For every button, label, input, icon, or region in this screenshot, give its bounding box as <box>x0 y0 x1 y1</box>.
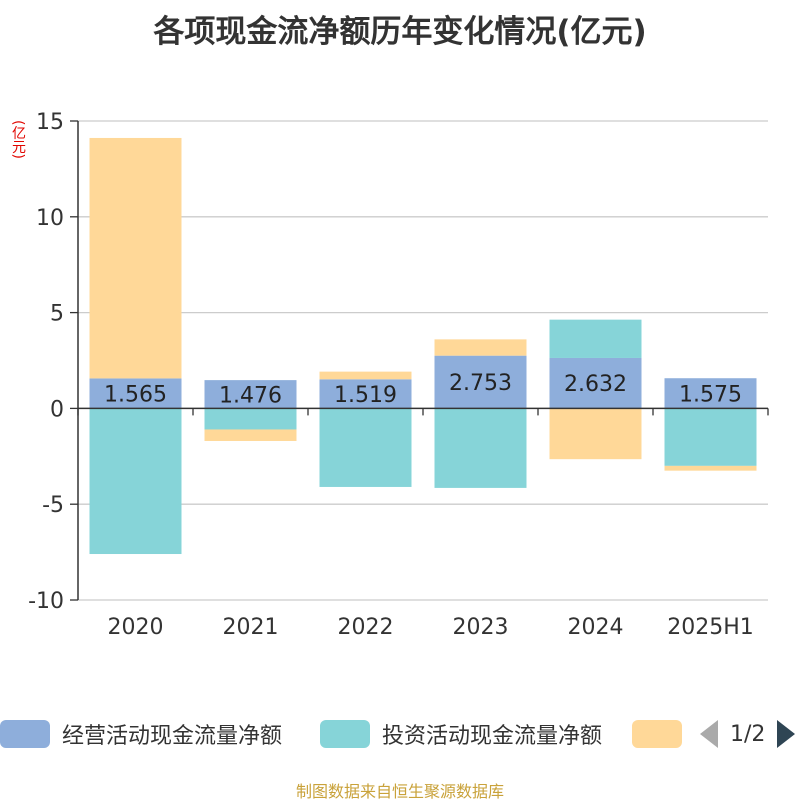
y-tick-label: -10 <box>28 589 64 614</box>
legend-swatch-third <box>632 720 682 748</box>
bar-operating-2021[interactable] <box>204 380 297 409</box>
y-tick-label: 5 <box>50 302 64 327</box>
bar-third-2025H1[interactable] <box>664 465 757 471</box>
data-label: 2.753 <box>449 371 512 396</box>
legend-item-investing[interactable]: 投资活动现金流量净额 <box>320 716 602 752</box>
legend-page-indicator: 1/2 <box>730 721 766 747</box>
x-tick-label: 2020 <box>108 615 164 640</box>
data-label: 2.632 <box>564 372 627 397</box>
x-tick-label: 2023 <box>453 615 509 640</box>
bar-third-2021[interactable] <box>204 429 297 441</box>
bar-third-2022[interactable] <box>319 371 412 380</box>
data-source-note: 制图数据来自恒生聚源数据库 <box>295 782 504 801</box>
y-tick-label: -5 <box>42 493 64 518</box>
data-label: 1.575 <box>679 382 742 407</box>
legend-item-operating[interactable]: 经营活动现金流量净额 <box>0 716 282 752</box>
bar-third-2020[interactable] <box>89 137 182 379</box>
bar-operating-2020[interactable] <box>89 378 182 409</box>
legend-label-operating: 经营活动现金流量净额 <box>62 724 283 749</box>
data-label: 1.565 <box>104 382 167 407</box>
y-tick-label: 15 <box>36 110 64 135</box>
x-tick-label: 2022 <box>338 615 394 640</box>
legend-swatch-operating <box>0 720 50 748</box>
legend-item-third[interactable] <box>632 716 682 752</box>
x-tick-label: 2024 <box>568 615 624 640</box>
bar-third-2023[interactable] <box>434 339 527 356</box>
x-tick-label: 2025H1 <box>667 615 754 640</box>
legend-label-investing: 投资活动现金流量净额 <box>382 724 603 749</box>
bar-operating-2023[interactable] <box>434 355 527 409</box>
y-tick-label: 10 <box>36 206 64 231</box>
bar-investing-2021[interactable] <box>204 408 297 430</box>
legend-pager: 1/2 <box>700 716 796 752</box>
legend: 经营活动现金流量净额 投资活动现金流量净额 1/2 <box>0 716 800 752</box>
bar-investing-2020[interactable] <box>89 408 182 555</box>
bar-investing-2024[interactable] <box>549 319 642 358</box>
chart-title: 各项现金流净额历年变化情况(亿元) <box>153 14 647 50</box>
next-page-icon[interactable] <box>777 720 796 748</box>
bar-investing-2022[interactable] <box>319 408 412 487</box>
bar-operating-2025H1[interactable] <box>664 378 757 409</box>
x-tick-label: 2021 <box>223 615 279 640</box>
prev-page-icon[interactable] <box>700 720 718 748</box>
stacked-bar-chart: 15 10 5 0 -5 -10 2020 2021 2022 2023 2024 2025H1 1.… <box>28 110 769 640</box>
legend-swatch-investing <box>320 720 370 748</box>
y-tick-label: 0 <box>50 397 64 422</box>
y-axis-unit: (亿元) <box>10 120 26 159</box>
bar-operating-2022[interactable] <box>319 379 412 409</box>
data-label: 1.476 <box>219 383 282 408</box>
bar-investing-2023[interactable] <box>434 408 527 488</box>
bar-operating-2024[interactable] <box>549 357 642 409</box>
bar-third-2024[interactable] <box>549 408 642 460</box>
data-label: 1.519 <box>334 383 397 408</box>
bar-investing-2025H1[interactable] <box>664 408 757 466</box>
